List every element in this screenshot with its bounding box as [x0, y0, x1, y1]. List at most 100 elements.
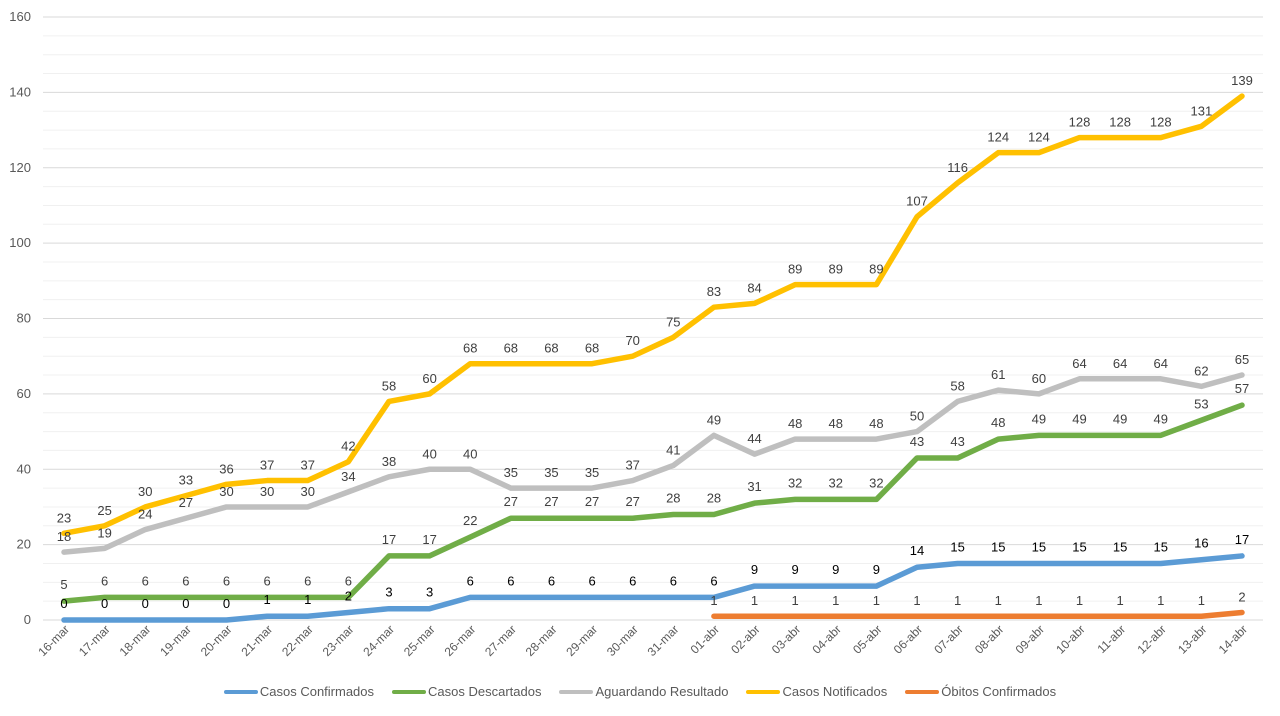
data-label: 30 — [138, 484, 152, 499]
data-label: 48 — [869, 416, 883, 431]
data-label: 1 — [304, 592, 311, 607]
x-tick-label: 24-mar — [360, 622, 397, 659]
data-label: 49 — [1032, 411, 1046, 426]
data-label: 17 — [1235, 532, 1249, 547]
data-label: 68 — [585, 341, 599, 356]
data-label: 6 — [142, 573, 149, 588]
data-label: 89 — [869, 262, 883, 277]
data-label: 37 — [625, 458, 639, 473]
data-label: 32 — [829, 475, 843, 490]
data-label: 1 — [792, 593, 799, 608]
x-tick-label: 23-mar — [320, 622, 357, 659]
data-label: 1 — [954, 593, 961, 608]
y-tick-label: 140 — [9, 84, 31, 99]
data-label: 1 — [263, 592, 270, 607]
data-label: 44 — [747, 431, 761, 446]
y-tick-label: 20 — [17, 537, 31, 552]
data-label: 27 — [504, 494, 518, 509]
data-label: 49 — [707, 412, 721, 427]
data-label: 9 — [751, 562, 758, 577]
data-label: 16 — [1194, 536, 1208, 551]
legend-item: Casos Descartados — [392, 684, 541, 699]
data-label: 89 — [829, 262, 843, 277]
data-label: 131 — [1191, 103, 1213, 118]
x-tick-label: 25-mar — [401, 622, 438, 659]
x-tick-label: 06-abr — [891, 622, 925, 656]
data-label: 68 — [463, 341, 477, 356]
legend-label: Casos Confirmados — [259, 684, 375, 699]
data-label: 14 — [910, 543, 924, 558]
data-label: 1 — [1198, 593, 1205, 608]
x-tick-label: 17-mar — [76, 622, 113, 659]
series-line-casos-notificados — [61, 93, 1245, 537]
x-tick-label: 31-mar — [645, 622, 682, 659]
data-label: 49 — [1113, 411, 1127, 426]
x-tick-label: 21-mar — [238, 622, 275, 659]
data-label: 64 — [1113, 356, 1127, 371]
legend-label: Casos Descartados — [428, 684, 542, 699]
data-label: 27 — [179, 495, 193, 510]
data-label: 30 — [300, 484, 314, 499]
data-label: 1 — [1035, 593, 1042, 608]
x-tick-label: 22-mar — [279, 622, 316, 659]
data-label: 6 — [345, 573, 352, 588]
data-label: 5 — [60, 577, 67, 592]
x-tick-label: 16-mar — [35, 622, 72, 659]
x-tick-label: 28-mar — [523, 622, 560, 659]
x-tick-label: 05-abr — [850, 622, 884, 656]
data-label: 57 — [1235, 381, 1249, 396]
data-label: 6 — [223, 573, 230, 588]
x-tick-label: 19-mar — [157, 622, 194, 659]
data-label: 64 — [1072, 356, 1086, 371]
data-label: 60 — [422, 371, 436, 386]
data-label: 1 — [751, 593, 758, 608]
y-tick-label: 0 — [24, 612, 31, 627]
data-label: 30 — [260, 484, 274, 499]
y-tick-label: 80 — [17, 311, 31, 326]
data-label: 62 — [1194, 363, 1208, 378]
data-label: 41 — [666, 442, 680, 457]
data-label: 27 — [625, 494, 639, 509]
data-label: 6 — [263, 573, 270, 588]
data-label: 107 — [906, 194, 928, 209]
legend-swatch — [559, 689, 594, 694]
data-label: 36 — [219, 461, 233, 476]
data-label: 49 — [1072, 411, 1086, 426]
data-label: 1 — [913, 593, 920, 608]
data-label: 24 — [138, 507, 152, 522]
y-tick-label: 120 — [9, 160, 31, 175]
data-label: 6 — [101, 573, 108, 588]
data-label: 17 — [422, 532, 436, 547]
data-label: 31 — [747, 479, 761, 494]
x-tick-label: 14-abr — [1216, 622, 1250, 656]
x-tick-label: 30-mar — [604, 622, 641, 659]
data-label: 49 — [1154, 411, 1168, 426]
data-label: 3 — [385, 585, 392, 600]
data-label: 48 — [991, 415, 1005, 430]
legend-label: Casos Notificados — [782, 684, 888, 699]
series-line-casos-descartados — [61, 402, 1245, 604]
x-tick-label: 13-abr — [1175, 622, 1209, 656]
data-label: 0 — [142, 596, 149, 611]
legend-swatch — [392, 689, 427, 694]
series-line-aguardando-resultado — [61, 372, 1245, 555]
data-label: 15 — [1072, 539, 1086, 554]
data-label: 43 — [910, 434, 924, 449]
data-label: 128 — [1150, 115, 1172, 130]
data-label: 35 — [504, 465, 518, 480]
data-label: 25 — [97, 503, 111, 518]
data-label: 15 — [950, 539, 964, 554]
gridlines — [43, 16, 1263, 621]
data-label: 124 — [987, 130, 1009, 145]
data-label: 58 — [382, 378, 396, 393]
data-label: 35 — [544, 465, 558, 480]
data-labels: 0 0 0 0 0 1 1 2 3 36 6 6 6 6 6 69 9 9 914 15 15 15 15 15 15 16 175… — [57, 73, 1253, 611]
data-label: 53 — [1194, 396, 1208, 411]
data-label: 6 — [304, 573, 311, 588]
data-label: 15 — [1113, 539, 1127, 554]
legend-item: Casos Confirmados — [223, 684, 375, 699]
legend-label: Óbitos Confirmados — [941, 684, 1057, 699]
x-tick-label: 27-mar — [482, 622, 519, 659]
data-label: 50 — [910, 409, 924, 424]
